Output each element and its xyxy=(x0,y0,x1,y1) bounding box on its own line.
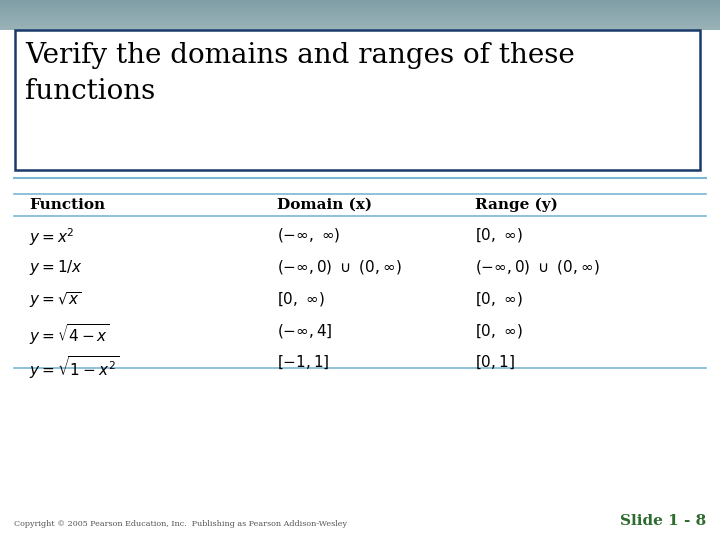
Text: $(-\infty,\ \infty)$: $(-\infty,\ \infty)$ xyxy=(277,226,341,244)
Text: Slide 1 - 8: Slide 1 - 8 xyxy=(620,514,706,528)
Text: $(-\infty, 0)\ \cup\ (0, \infty)$: $(-\infty, 0)\ \cup\ (0, \infty)$ xyxy=(475,258,600,276)
Text: $[0,\ \infty)$: $[0,\ \infty)$ xyxy=(475,290,523,308)
Text: $y = x^2$: $y = x^2$ xyxy=(29,226,74,248)
Text: $[0,\ \infty)$: $[0,\ \infty)$ xyxy=(475,226,523,244)
Text: $y = 1/x$: $y = 1/x$ xyxy=(29,258,83,277)
Text: $y = \sqrt{4-x}$: $y = \sqrt{4-x}$ xyxy=(29,322,109,347)
Text: $y = \sqrt{x}$: $y = \sqrt{x}$ xyxy=(29,290,81,310)
Text: $(-\infty, 4]$: $(-\infty, 4]$ xyxy=(277,322,333,340)
Text: Function: Function xyxy=(29,198,105,212)
Text: $(-\infty, 0)\ \cup\ (0, \infty)$: $(-\infty, 0)\ \cup\ (0, \infty)$ xyxy=(277,258,402,276)
Text: $y = \sqrt{1-x^2}$: $y = \sqrt{1-x^2}$ xyxy=(29,354,119,381)
Text: Domain (x): Domain (x) xyxy=(277,198,372,212)
Text: $[-1, 1]$: $[-1, 1]$ xyxy=(277,354,330,372)
Text: Range (y): Range (y) xyxy=(475,198,558,212)
Text: Verify the domains and ranges of these: Verify the domains and ranges of these xyxy=(25,42,575,69)
Text: $[0,\ \infty)$: $[0,\ \infty)$ xyxy=(475,322,523,340)
Text: $[0, 1]$: $[0, 1]$ xyxy=(475,354,515,372)
Text: functions: functions xyxy=(25,78,156,105)
FancyBboxPatch shape xyxy=(15,30,700,170)
Text: Copyright © 2005 Pearson Education, Inc.  Publishing as Pearson Addison-Wesley: Copyright © 2005 Pearson Education, Inc.… xyxy=(14,520,347,528)
Text: $[0,\ \infty)$: $[0,\ \infty)$ xyxy=(277,290,325,308)
